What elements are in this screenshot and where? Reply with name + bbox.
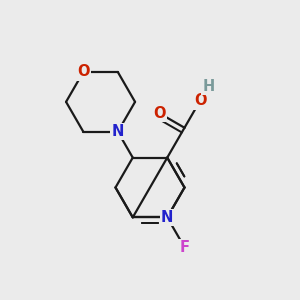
Text: F: F xyxy=(179,240,190,255)
Text: O: O xyxy=(194,93,206,108)
Text: O: O xyxy=(77,64,90,80)
Text: O: O xyxy=(153,106,165,121)
Text: N: N xyxy=(112,124,124,139)
Text: N: N xyxy=(161,210,173,225)
Text: H: H xyxy=(202,79,214,94)
